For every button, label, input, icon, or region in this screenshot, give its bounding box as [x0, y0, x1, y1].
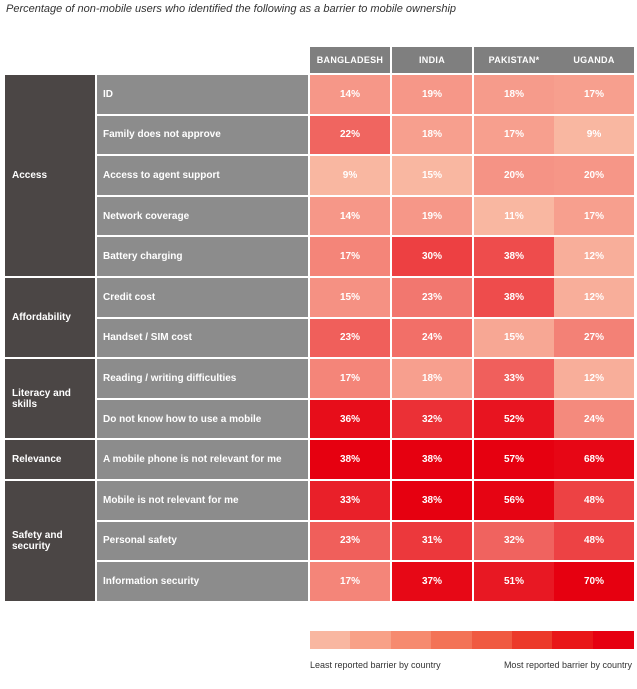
heatmap-cell: 23%	[392, 278, 472, 317]
legend-high-label: Most reported barrier by country	[503, 660, 632, 670]
heatmap-cell: 9%	[310, 156, 390, 195]
heatmap-cell: 48%	[554, 521, 634, 561]
heatmap-cell: 38%	[392, 481, 472, 520]
heatmap-cell: 14%	[310, 196, 390, 236]
column-header: UGANDA	[554, 47, 634, 73]
heatmap-cell: 9%	[554, 115, 634, 155]
heatmap-cell: 31%	[392, 521, 472, 561]
heatmap-cell: 24%	[392, 318, 472, 358]
heatmap-cell: 23%	[310, 318, 390, 358]
group-label: Affordability	[5, 278, 95, 358]
heatmap-cell: 14%	[310, 75, 390, 114]
legend-swatch	[592, 631, 634, 649]
legend-swatch	[552, 631, 594, 649]
row-label: Information security	[97, 562, 308, 601]
heatmap-cell: 32%	[474, 521, 554, 561]
heatmap-cell: 19%	[392, 75, 472, 114]
row-label: Reading / writing difficulties	[97, 359, 308, 398]
heatmap-cell: 12%	[554, 237, 634, 276]
legend-swatch	[431, 631, 472, 649]
heatmap-cell: 70%	[554, 562, 634, 601]
heatmap-cell: 20%	[474, 156, 554, 195]
legend-swatch	[511, 631, 553, 649]
heatmap-cell: 18%	[474, 75, 554, 114]
legend-swatch	[310, 631, 351, 649]
heatmap-cell: 11%	[474, 196, 554, 236]
heatmap-cell: 18%	[392, 115, 472, 155]
heatmap-cell: 32%	[392, 399, 472, 439]
heatmap-cell: 38%	[474, 278, 554, 317]
row-label: Personal safety	[97, 521, 308, 561]
heatmap-cell: 56%	[474, 481, 554, 520]
column-header: BANGLADESH	[310, 47, 390, 73]
legend-swatch	[350, 631, 392, 649]
row-label: Family does not approve	[97, 115, 308, 155]
heatmap-cell: 57%	[474, 440, 554, 479]
legend-swatch	[471, 631, 513, 649]
heatmap-cell: 23%	[310, 521, 390, 561]
row-label: Network coverage	[97, 196, 308, 236]
group-label: Literacy and skills	[5, 359, 95, 439]
group-label: Safety and security	[5, 481, 95, 601]
row-label: Mobile is not relevant for me	[97, 481, 308, 520]
legend-low-label: Least reported barrier by country	[310, 660, 441, 670]
heatmap-cell: 68%	[554, 440, 634, 479]
heatmap-cell: 27%	[554, 318, 634, 358]
chart-title: Percentage of non-mobile users who ident…	[6, 3, 457, 15]
heatmap-cell: 12%	[554, 359, 634, 398]
heatmap-cell: 30%	[392, 237, 472, 276]
heatmap-cell: 38%	[392, 440, 472, 479]
row-label: Access to agent support	[97, 156, 308, 195]
heatmap-cell: 17%	[554, 196, 634, 236]
heatmap-cell: 52%	[474, 399, 554, 439]
legend-swatch	[390, 631, 432, 649]
heatmap-cell: 48%	[554, 481, 634, 520]
column-header: PAKISTAN*	[474, 47, 554, 73]
heatmap-cell: 17%	[554, 75, 634, 114]
heatmap-cell: 18%	[392, 359, 472, 398]
heatmap-cell: 36%	[310, 399, 390, 439]
heatmap-cell: 15%	[310, 278, 390, 317]
heatmap-cell: 38%	[310, 440, 390, 479]
heatmap-cell: 17%	[310, 359, 390, 398]
heatmap-cell: 15%	[474, 318, 554, 358]
heatmap-cell: 33%	[474, 359, 554, 398]
heatmap-cell: 33%	[310, 481, 390, 520]
row-label: Battery charging	[97, 237, 308, 276]
heatmap-cell: 37%	[392, 562, 472, 601]
heatmap-cell: 51%	[474, 562, 554, 601]
heatmap-cell: 15%	[392, 156, 472, 195]
group-label: Access	[5, 75, 95, 276]
row-label: Do not know how to use a mobile	[97, 399, 308, 439]
row-label: Credit cost	[97, 278, 308, 317]
column-header: INDIA	[392, 47, 472, 73]
row-label: A mobile phone is not relevant for me	[97, 440, 308, 479]
heatmap-cell: 17%	[474, 115, 554, 155]
heatmap-cell: 38%	[474, 237, 554, 276]
heatmap-cell: 22%	[310, 115, 390, 155]
row-label: Handset / SIM cost	[97, 318, 308, 358]
heatmap-cell: 19%	[392, 196, 472, 236]
heatmap-cell: 12%	[554, 278, 634, 317]
heatmap-cell: 17%	[310, 562, 390, 601]
heatmap-cell: 17%	[310, 237, 390, 276]
heatmap-cell: 24%	[554, 399, 634, 439]
group-label: Relevance	[5, 440, 95, 479]
row-label: ID	[97, 75, 308, 114]
heatmap-cell: 20%	[554, 156, 634, 195]
